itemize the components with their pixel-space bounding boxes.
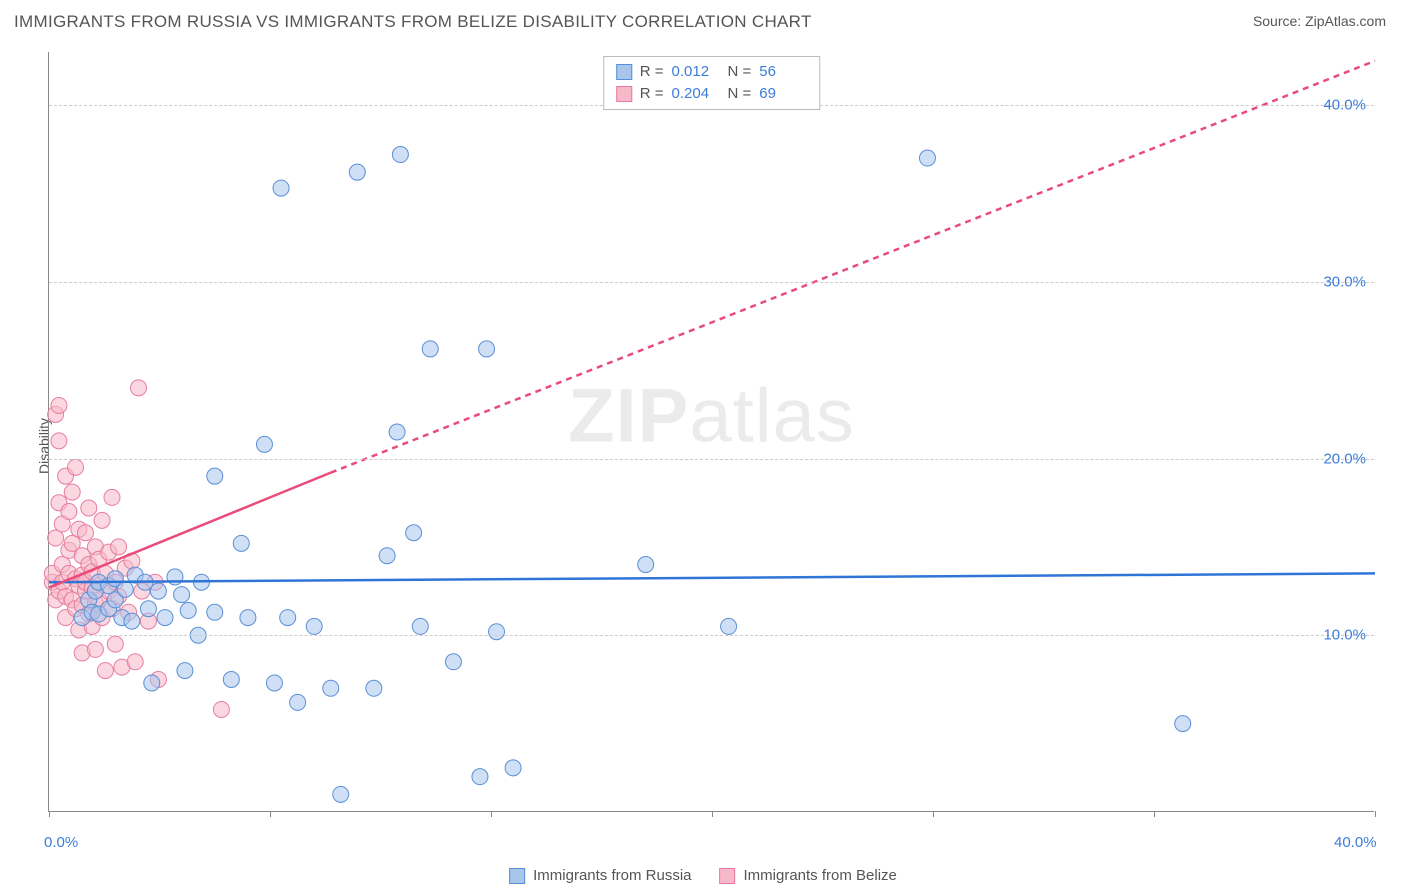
data-point — [131, 380, 147, 396]
data-point — [111, 539, 127, 555]
data-point — [140, 601, 156, 617]
data-point — [306, 618, 322, 634]
data-point — [77, 525, 93, 541]
data-point — [472, 769, 488, 785]
data-point — [379, 548, 395, 564]
y-tick-label: 40.0% — [1323, 97, 1366, 114]
stats-row-b: R = 0.204 N = 69 — [616, 83, 808, 105]
swatch-series-a — [616, 64, 632, 80]
scatter-svg — [49, 52, 1374, 811]
data-point — [349, 164, 365, 180]
x-tick — [712, 811, 713, 817]
data-point — [392, 147, 408, 163]
data-point — [207, 468, 223, 484]
data-point — [48, 530, 64, 546]
data-point — [174, 587, 190, 603]
data-point — [157, 610, 173, 626]
data-point — [422, 341, 438, 357]
data-point — [177, 663, 193, 679]
data-point — [64, 484, 80, 500]
gridline — [49, 459, 1374, 460]
data-point — [87, 641, 103, 657]
bottom-legend: Immigrants from Russia Immigrants from B… — [509, 867, 897, 884]
legend-swatch-b — [720, 868, 736, 884]
data-point — [144, 675, 160, 691]
data-point — [1175, 716, 1191, 732]
data-point — [256, 436, 272, 452]
data-point — [107, 636, 123, 652]
data-point — [489, 624, 505, 640]
x-tick — [49, 811, 50, 817]
chart-title: IMMIGRANTS FROM RUSSIA VS IMMIGRANTS FRO… — [14, 12, 812, 32]
data-point — [68, 459, 84, 475]
data-point — [213, 701, 229, 717]
x-min-label: 0.0% — [44, 834, 78, 851]
data-point — [389, 424, 405, 440]
data-point — [51, 433, 67, 449]
legend-item-b: Immigrants from Belize — [720, 867, 897, 884]
legend-swatch-a — [509, 868, 525, 884]
x-tick — [1154, 811, 1155, 817]
data-point — [323, 680, 339, 696]
data-point — [366, 680, 382, 696]
data-point — [505, 760, 521, 776]
y-tick-label: 20.0% — [1323, 450, 1366, 467]
data-point — [124, 613, 140, 629]
trend-line — [331, 61, 1375, 473]
swatch-series-b — [616, 86, 632, 102]
data-point — [104, 489, 120, 505]
data-point — [207, 604, 223, 620]
data-point — [61, 504, 77, 520]
x-tick — [491, 811, 492, 817]
data-point — [273, 180, 289, 196]
x-tick — [270, 811, 271, 817]
stats-legend-box: R = 0.012 N = 56 R = 0.204 N = 69 — [603, 56, 821, 110]
y-tick-label: 10.0% — [1323, 627, 1366, 644]
data-point — [333, 786, 349, 802]
data-point — [479, 341, 495, 357]
legend-item-a: Immigrants from Russia — [509, 867, 691, 884]
data-point — [51, 397, 67, 413]
data-point — [266, 675, 282, 691]
data-point — [150, 583, 166, 599]
data-point — [94, 512, 110, 528]
data-point — [127, 654, 143, 670]
data-point — [638, 557, 654, 573]
x-tick — [933, 811, 934, 817]
stats-row-a: R = 0.012 N = 56 — [616, 61, 808, 83]
data-point — [223, 671, 239, 687]
data-point — [721, 618, 737, 634]
data-point — [406, 525, 422, 541]
legend-label-a: Immigrants from Russia — [533, 867, 691, 884]
data-point — [280, 610, 296, 626]
source-attribution: Source: ZipAtlas.com — [1253, 13, 1386, 31]
data-point — [445, 654, 461, 670]
data-point — [117, 581, 133, 597]
y-tick-label: 30.0% — [1323, 273, 1366, 290]
gridline — [49, 282, 1374, 283]
gridline — [49, 635, 1374, 636]
data-point — [180, 603, 196, 619]
data-point — [81, 500, 97, 516]
data-point — [233, 535, 249, 551]
legend-label-b: Immigrants from Belize — [744, 867, 897, 884]
data-point — [919, 150, 935, 166]
source-label: Source: — [1253, 13, 1305, 29]
x-tick — [1375, 811, 1376, 817]
data-point — [240, 610, 256, 626]
data-point — [97, 663, 113, 679]
source-name: ZipAtlas.com — [1305, 13, 1386, 29]
trend-line — [49, 573, 1375, 582]
data-point — [290, 694, 306, 710]
data-point — [412, 618, 428, 634]
x-max-label: 40.0% — [1334, 834, 1377, 851]
chart-plot-area: ZIPatlas R = 0.012 N = 56 R = 0.204 N = … — [48, 52, 1374, 812]
